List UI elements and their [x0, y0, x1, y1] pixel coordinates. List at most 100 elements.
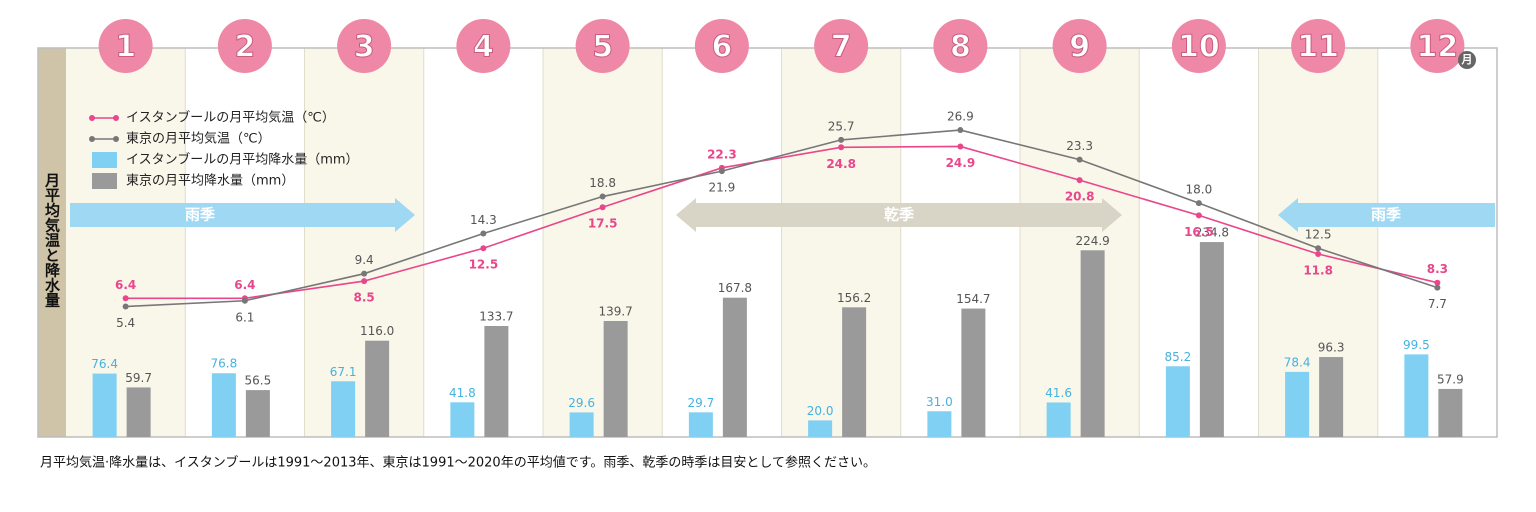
legend-label: 東京の月平均降水量（mm）: [126, 173, 294, 189]
legend-swatch: [92, 152, 117, 168]
month-badge: [337, 19, 392, 73]
column-stripe: [1377, 48, 1497, 437]
point: [957, 143, 964, 150]
month-badge: [694, 19, 749, 73]
point: [599, 204, 606, 211]
bar: [1285, 371, 1310, 437]
data-label: 8.5: [353, 291, 374, 305]
data-label: 116.0: [360, 324, 394, 338]
x-tick-label: 1: [115, 30, 136, 65]
background: [66, 48, 1497, 437]
point: [480, 230, 487, 237]
column-stripe: [781, 48, 901, 437]
bar: [92, 373, 117, 437]
data-label: 24.8: [826, 157, 856, 171]
season-label: 雨季: [1371, 206, 1401, 224]
bar: [1165, 366, 1190, 437]
x-tick-label: 3: [354, 30, 375, 65]
point: [1434, 284, 1441, 291]
point: [1195, 200, 1202, 207]
footnote: 月平均気温·降水量は、イスタンブールは1991～2013年、東京は1991～20…: [40, 455, 876, 471]
month-badge: [933, 19, 988, 73]
data-label: 25.7: [828, 119, 855, 133]
legend-swatch: [113, 115, 119, 121]
bar: [842, 307, 867, 437]
season-arrow: [676, 198, 1122, 232]
season-arrow: [1278, 198, 1495, 232]
data-label: 20.8: [1065, 190, 1095, 204]
month-badge: [814, 19, 869, 73]
point: [1076, 177, 1083, 184]
legend-label: 東京の月平均気温（℃）: [126, 131, 271, 147]
data-label: 18.0: [1186, 183, 1213, 197]
bar: [808, 420, 833, 437]
data-label: 8.3: [1427, 262, 1448, 276]
data-label: 7.7: [1428, 297, 1447, 311]
column-stripe: [1020, 48, 1140, 437]
data-label: 29.7: [688, 396, 715, 410]
legend-swatch: [113, 136, 119, 142]
data-label: 22.3: [707, 147, 737, 161]
x-tick-label: 5: [592, 30, 613, 65]
point: [1315, 250, 1322, 257]
data-label: 85.2: [1165, 350, 1192, 364]
data-label: 16.5: [1184, 225, 1214, 239]
column-stripe: [543, 48, 663, 437]
point: [1315, 245, 1322, 252]
frame: [37, 47, 1498, 438]
data-label: 234.8: [1195, 226, 1229, 240]
column-stripe: [66, 48, 186, 437]
x-tick-label: 9: [1069, 30, 1090, 65]
month-badge: [1052, 19, 1107, 73]
bar: [688, 412, 713, 437]
x-tick-label: 10: [1178, 30, 1220, 65]
data-label: 41.6: [1045, 386, 1072, 400]
month-badge: [575, 19, 630, 73]
month-badge: [98, 19, 153, 73]
data-label: 56.5: [245, 374, 272, 388]
month-badge: [1410, 19, 1465, 73]
data-label: 224.9: [1075, 234, 1109, 248]
month-badge: [1291, 19, 1346, 73]
data-label: 99.5: [1403, 338, 1430, 352]
legend-label: イスタンブールの月平均降水量（mm）: [126, 152, 359, 168]
x-tick-label: 7: [831, 30, 852, 65]
column-stripe: [1139, 48, 1259, 437]
point: [718, 168, 725, 175]
x-unit: 月: [1461, 53, 1473, 66]
bar: [365, 340, 390, 437]
line: [125, 145, 1438, 300]
column-stripe: [304, 48, 424, 437]
bar: [1199, 242, 1224, 437]
data-label: 133.7: [479, 309, 513, 323]
unit-badge: [1458, 51, 1476, 69]
data-label: 57.9: [1437, 372, 1464, 386]
x-tick-label: 4: [473, 30, 494, 65]
point: [361, 278, 368, 285]
x-tick-label: 12: [1417, 30, 1459, 65]
bar: [484, 325, 509, 437]
legend-label: イスタンブールの月平均気温（℃）: [126, 110, 335, 126]
legend-swatch: [89, 136, 95, 142]
data-label: 78.4: [1284, 355, 1311, 369]
data-label: 96.3: [1318, 341, 1345, 355]
data-label: 76.8: [211, 357, 238, 371]
data-label: 6.1: [235, 310, 254, 324]
label-strip: [38, 48, 66, 437]
point: [122, 303, 129, 310]
bar: [245, 390, 270, 437]
bar: [1438, 388, 1463, 437]
data-label: 26.9: [947, 110, 974, 124]
data-label: 12.5: [1305, 228, 1332, 242]
data-label: 29.6: [568, 396, 595, 410]
point: [599, 193, 606, 200]
data-label: 20.0: [807, 404, 834, 418]
column-stripe: [900, 48, 1020, 437]
point: [361, 270, 368, 277]
point: [1076, 156, 1083, 163]
data-label: 11.8: [1303, 263, 1333, 277]
x-tick-label: 8: [950, 30, 971, 65]
x-tick-label: 2: [234, 30, 255, 65]
month-badge: [217, 19, 272, 73]
